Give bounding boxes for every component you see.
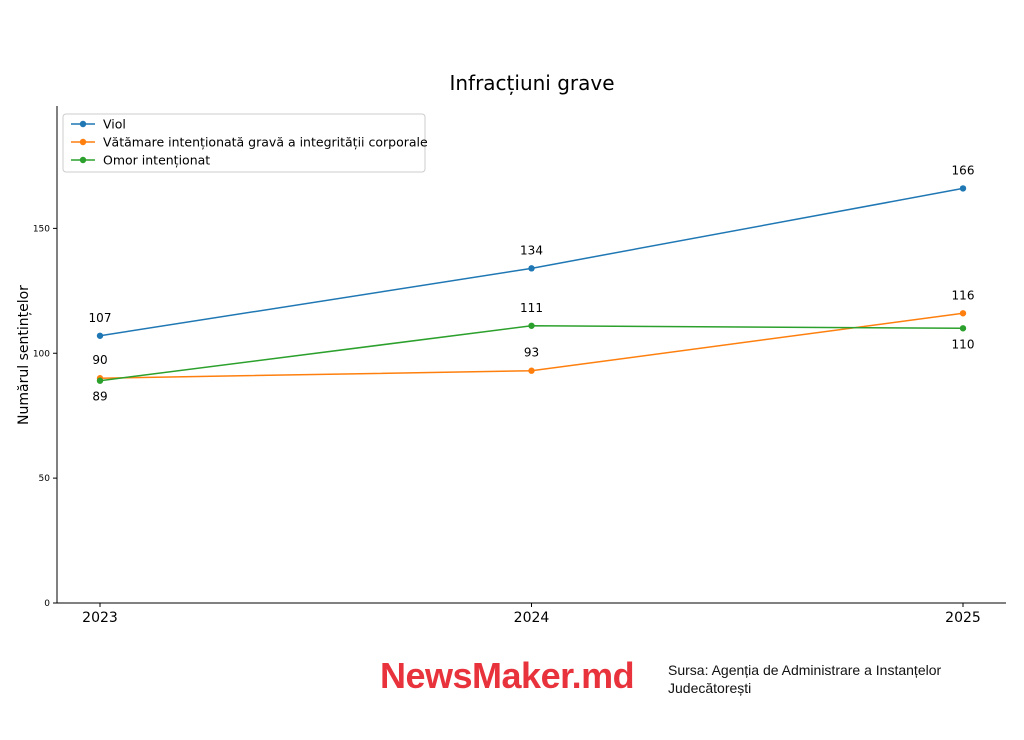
legend-frame bbox=[62, 113, 426, 173]
legend-item: Omor intenționat bbox=[71, 153, 210, 168]
chart-title: Infracțiuni grave bbox=[449, 71, 614, 95]
x-axis-ticks: 2023 2024 2025 bbox=[82, 603, 981, 626]
source-note: Sursa: Agenția de Administrare a Instanț… bbox=[668, 662, 942, 696]
data-point bbox=[528, 367, 535, 374]
x-tick-label: 2024 bbox=[514, 610, 550, 626]
data-label: 166 bbox=[952, 163, 975, 177]
legend-item: Vătămare intenționată gravă a integrităț… bbox=[71, 135, 428, 150]
data-point bbox=[96, 332, 104, 339]
data-label: 116 bbox=[952, 288, 975, 302]
data-label: 110 bbox=[952, 337, 975, 351]
newsmaker-logo: NewsMaker.md bbox=[380, 655, 635, 696]
data-label: 134 bbox=[520, 243, 543, 257]
data-label: 111 bbox=[520, 301, 543, 315]
data-label: 90 bbox=[92, 353, 107, 367]
legend-label: Omor intenționat bbox=[103, 153, 210, 168]
data-label: 89 bbox=[92, 390, 107, 404]
data-point bbox=[959, 185, 967, 192]
legend: Viol Vătămare intenționată gravă a integr… bbox=[62, 113, 428, 173]
data-point bbox=[96, 377, 104, 384]
data-point bbox=[959, 325, 967, 332]
y-tick-label: 50 bbox=[39, 474, 51, 484]
legend-marker bbox=[79, 120, 87, 128]
series-3: 89 111 110 bbox=[92, 301, 974, 404]
y-axis-ticks: 0 50 100 150 bbox=[33, 224, 57, 609]
x-tick-label: 2025 bbox=[945, 610, 981, 626]
series-layer: 107 134 166 90 93 116 89 111 110 bbox=[89, 163, 975, 403]
y-tick-label: 150 bbox=[33, 224, 50, 234]
y-tick-label: 100 bbox=[33, 349, 50, 359]
y-tick-label: 0 bbox=[44, 599, 50, 609]
data-label: 93 bbox=[524, 346, 539, 360]
data-label: 107 bbox=[89, 311, 112, 325]
legend-marker bbox=[79, 138, 87, 146]
legend-item: Viol bbox=[71, 117, 126, 132]
legend-marker bbox=[79, 156, 87, 164]
data-point bbox=[528, 265, 535, 272]
data-point bbox=[528, 322, 535, 329]
legend-label: Vătămare intenționată gravă a integrităț… bbox=[103, 135, 428, 150]
y-axis-label: Numărul sentințelor bbox=[16, 285, 32, 425]
series-2: 90 93 116 bbox=[92, 288, 975, 382]
series-1: 107 134 166 bbox=[89, 163, 975, 339]
data-point bbox=[959, 310, 967, 317]
legend-label: Viol bbox=[103, 117, 126, 132]
x-tick-label: 2023 bbox=[82, 610, 118, 626]
